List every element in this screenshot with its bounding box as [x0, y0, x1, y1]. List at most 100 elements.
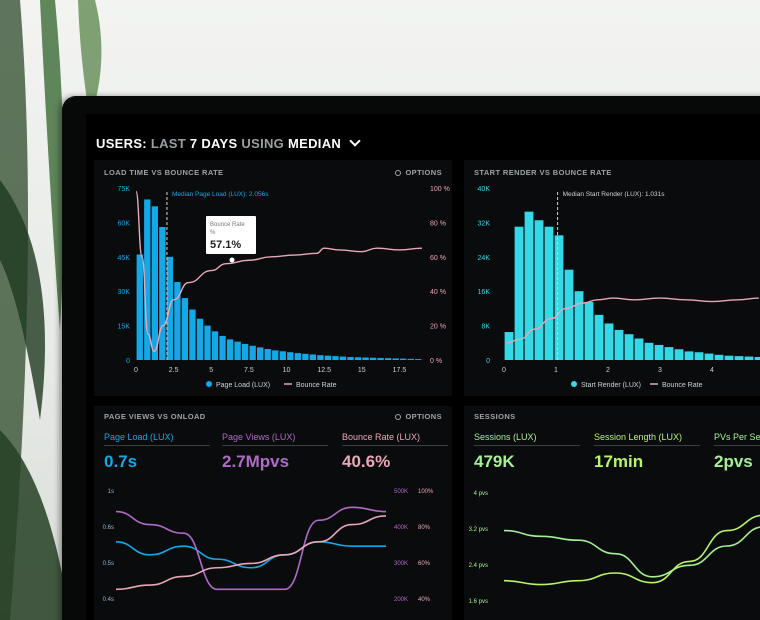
bar	[594, 314, 604, 360]
bar	[392, 358, 399, 360]
series-line	[503, 526, 760, 578]
bar	[189, 309, 196, 360]
load-time-panel: LOAD TIME VS BOUNCE RATE OPTIONS 0 15K 30K…	[94, 160, 452, 396]
panel-title: LOAD TIME VS BOUNCE RATE	[104, 168, 224, 177]
y3-tick-label: 100%	[418, 489, 434, 495]
bar	[634, 338, 644, 360]
x-tick-label: 0	[502, 367, 506, 374]
legend-swatch	[571, 381, 577, 387]
bar	[354, 357, 362, 360]
metric-value: 17min	[594, 452, 644, 471]
x-tick-label: 5	[209, 367, 213, 374]
gear-icon	[395, 170, 402, 176]
page-views-chart: 1s 0.6s 0.5s 0.4s 500K 400K 300K 200K 100% 80% 60%…	[103, 489, 434, 603]
bar	[584, 301, 594, 360]
series-line	[115, 541, 386, 569]
bar	[309, 354, 317, 360]
bar	[257, 347, 264, 360]
bar	[324, 355, 332, 360]
metric-sessions[interactable]: Sessions (LUX) 479K	[474, 432, 580, 472]
tooltip-box	[206, 216, 256, 254]
bounce-rate-line	[506, 297, 759, 344]
y-tick-label: 0.4s	[103, 597, 114, 603]
bar	[279, 351, 286, 360]
x-tick-label: 4	[710, 367, 714, 374]
bar	[136, 254, 143, 360]
metric-label: Session Length (LUX)	[594, 432, 700, 446]
bar	[211, 331, 219, 360]
options-button[interactable]: OPTIONS	[395, 168, 442, 177]
y2-tick-label: 0 %	[430, 358, 442, 365]
y-tick-label: 1.6 pvs	[469, 599, 488, 605]
y-tick-label: 3.2 pvs	[469, 527, 488, 533]
x-tick-label: 3	[658, 367, 662, 374]
x-tick-label: 0	[134, 367, 138, 374]
bar	[554, 235, 564, 360]
bar	[181, 298, 189, 360]
sessions-panel: SESSIONS Sessions (LUX) 479K Session Len…	[464, 406, 760, 620]
start-render-chart: 0 8K 16K 24K 32K 40K 0 1 2 3 4 Median Start Render …	[478, 186, 760, 389]
bar	[534, 220, 544, 360]
header-days: 7 DAYS	[189, 136, 238, 151]
y2-tick-label: 300K	[394, 561, 408, 567]
metric-pvs-per-session[interactable]: PVs Per Se 2pvs	[714, 432, 760, 472]
y3-tick-label: 40%	[418, 597, 431, 603]
bar	[704, 353, 714, 360]
bar	[294, 353, 301, 360]
bar	[664, 347, 674, 360]
metric-page-views[interactable]: Page Views (LUX) 2.7Mpvs	[222, 432, 328, 472]
bar	[564, 269, 574, 360]
bar	[226, 339, 234, 360]
bar	[196, 318, 204, 360]
bar	[264, 348, 271, 360]
bar	[407, 358, 414, 360]
chevron-down-icon[interactable]	[349, 135, 361, 147]
y-tick-label: 0	[126, 358, 130, 365]
bar	[744, 356, 754, 360]
bar	[369, 357, 377, 360]
metric-value: 0.7s	[104, 452, 138, 471]
panel-title: PAGE VIEWS VS ONLOAD	[104, 412, 206, 421]
y3-tick-label: 60%	[418, 561, 431, 567]
legend-label: Start Render (LUX)	[581, 382, 641, 389]
bar	[524, 211, 534, 360]
x-tick-label: 2.5	[169, 367, 179, 374]
options-button[interactable]: OPTIONS	[395, 412, 442, 421]
y-tick-label: 0.5s	[103, 561, 114, 567]
legend-label: Page Load (LUX)	[216, 382, 270, 389]
y-tick-label: 0	[486, 358, 490, 365]
metric-value: 479K	[474, 452, 515, 471]
dashboard-screen: USERS: LAST 7 DAYS USING MEDIAN LOAD TIM…	[86, 114, 760, 620]
series-line	[503, 514, 760, 586]
bar	[377, 357, 384, 360]
y2-tick-label: 200K	[394, 597, 408, 603]
bar	[415, 359, 422, 360]
bar	[204, 325, 211, 360]
bar	[684, 351, 694, 360]
bar	[287, 352, 294, 360]
y-tick-label: 1s	[108, 489, 114, 495]
legend-label: Bounce Rate	[296, 382, 337, 389]
bar	[644, 342, 654, 360]
y2-tick-label: 400K	[394, 525, 408, 531]
dashboard-header[interactable]: USERS: LAST 7 DAYS USING MEDIAN	[96, 135, 361, 151]
bar	[219, 335, 226, 360]
metric-label: PVs Per Se	[714, 432, 760, 446]
header-median: MEDIAN	[288, 136, 342, 151]
metric-bounce-rate[interactable]: Bounce Rate (LUX) 40.6%	[342, 432, 448, 472]
metric-page-load[interactable]: Page Load (LUX) 0.7s	[104, 432, 210, 472]
metric-value: 2pvs	[714, 452, 753, 471]
bounce-rate-line	[135, 190, 423, 353]
metric-label: Page Views (LUX)	[222, 432, 328, 446]
bar	[159, 226, 166, 360]
bar	[544, 226, 554, 360]
metric-value: 40.6%	[342, 452, 391, 471]
bar	[362, 357, 369, 360]
panel-title: SESSIONS	[474, 412, 516, 421]
y2-tick-label: 500K	[394, 489, 408, 495]
bar	[614, 329, 624, 360]
y2-tick-label: 60 %	[430, 255, 446, 262]
metric-session-length[interactable]: Session Length (LUX) 17min	[594, 432, 700, 472]
bar	[504, 332, 514, 360]
